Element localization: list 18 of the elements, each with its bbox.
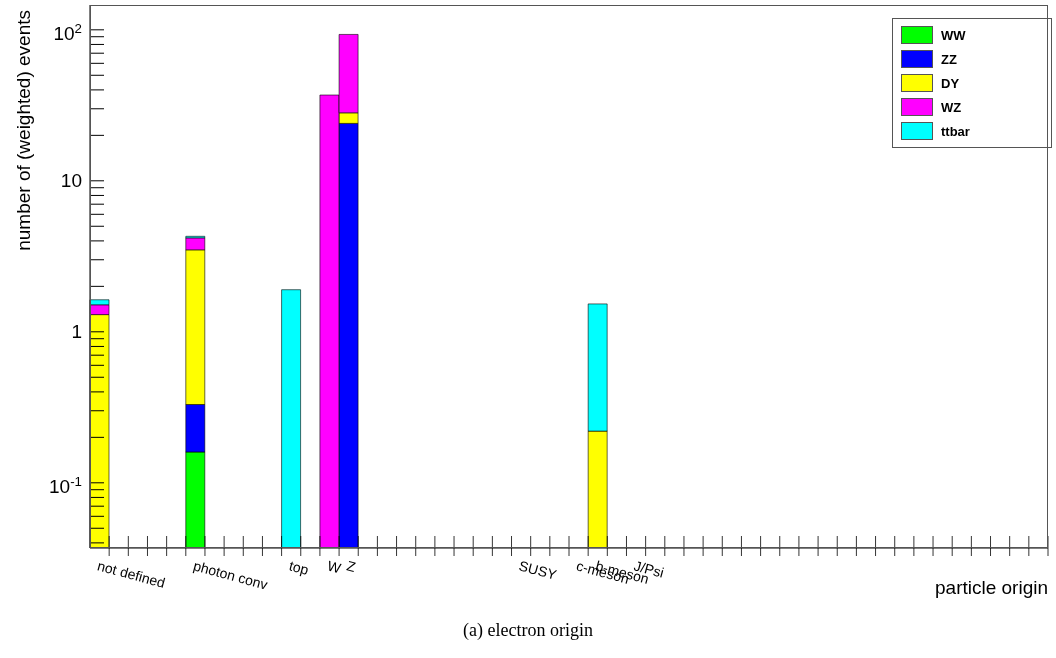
legend-label: ttbar <box>941 123 970 139</box>
y-tick-label: 10$^{-1}$ <box>49 473 82 498</box>
x-tick-label: Z <box>344 557 358 576</box>
x-axis-title: particle origin <box>935 577 1048 598</box>
x-tick-label: W <box>325 557 344 577</box>
legend-label: WZ <box>941 99 962 115</box>
x-tick-label: SUSY <box>517 557 559 583</box>
legend-label: DY <box>941 75 960 91</box>
y-tick-label: 10$^{2}$ <box>53 20 82 45</box>
y-tick-label: 1 <box>71 321 82 343</box>
x-tick-label: photon conv <box>191 557 270 593</box>
y-tick-label: 10 <box>60 170 82 192</box>
legend-label: WW <box>941 27 966 43</box>
x-tick-label: top <box>287 557 311 578</box>
legend-label: ZZ <box>941 51 957 67</box>
y-axis-title: number of (weighted) events <box>13 10 34 251</box>
x-tick-label: not defined <box>95 557 167 591</box>
text: (a) electron origin <box>462 620 594 641</box>
